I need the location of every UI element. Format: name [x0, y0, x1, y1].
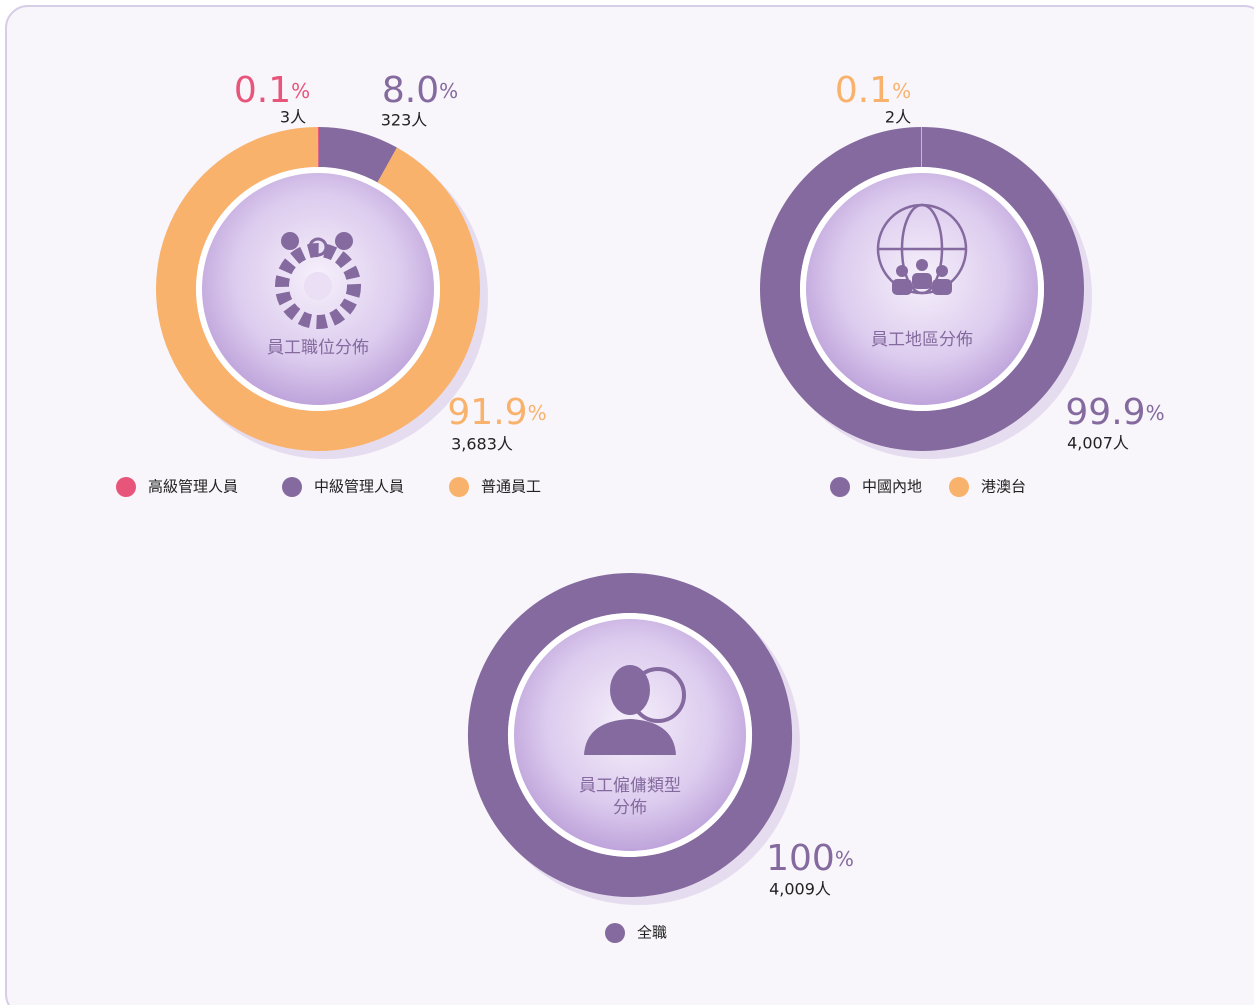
icon [936, 265, 948, 277]
donut-chart [759, 127, 1092, 459]
percent-value: 0.1 [234, 70, 291, 111]
donut-segment [318, 127, 320, 168]
percent-label: 99.9% [1065, 392, 1164, 433]
center-title: 員工職位分佈 [267, 338, 369, 358]
donut-segment [318, 127, 397, 183]
icon [932, 279, 952, 295]
percent-unit: % [1146, 401, 1165, 425]
count-label: 2人 [885, 108, 911, 127]
legend-marker [282, 477, 302, 497]
count-label: 3人 [280, 108, 306, 127]
icon [308, 237, 328, 257]
icon [335, 232, 353, 250]
percent-label: 91.9% [447, 392, 546, 433]
icon [281, 232, 299, 250]
percent-label: 0.1% [234, 70, 310, 111]
legend-label: 普通員工 [481, 478, 541, 496]
donut-chart [155, 127, 488, 459]
icon [584, 719, 676, 755]
legend-marker [949, 477, 969, 497]
percent-label: 0.1% [835, 70, 911, 111]
percent-value: 91.9 [447, 392, 527, 433]
percent-label: 100% [766, 838, 854, 879]
percent-unit: % [892, 79, 911, 103]
icon [304, 272, 332, 300]
percent-label: 8.0% [382, 70, 458, 111]
percent-value: 0.1 [835, 70, 892, 111]
legend-label: 全職 [637, 924, 667, 942]
center-title: 員工地區分佈 [871, 330, 973, 350]
percent-unit: % [439, 79, 458, 103]
percent-unit: % [291, 79, 310, 103]
legend-label: 高級管理人員 [148, 478, 238, 496]
percent-unit: % [528, 401, 547, 425]
center-title: 分佈 [613, 798, 647, 818]
count-label: 323人 [381, 111, 428, 130]
icon [912, 273, 932, 289]
percent-value: 99.9 [1065, 392, 1145, 433]
count-label: 4,007人 [1067, 434, 1129, 453]
icon [896, 265, 908, 277]
legend-label: 中級管理人員 [314, 478, 404, 496]
legend-marker [449, 477, 469, 497]
count-label: 4,009人 [769, 880, 831, 899]
percent-unit: % [835, 847, 854, 871]
legend-marker [605, 923, 625, 943]
percent-value: 8.0 [382, 70, 439, 111]
legend-marker [830, 477, 850, 497]
icon [610, 665, 650, 715]
count-label: 3,683人 [451, 435, 513, 454]
percent-value: 100 [766, 838, 835, 879]
icon [892, 279, 912, 295]
legend-label: 中國內地 [862, 478, 922, 496]
donut-segment [920, 127, 922, 168]
donut-chart [467, 572, 800, 905]
icon [275, 243, 361, 329]
legend-marker [116, 477, 136, 497]
icon [916, 259, 928, 271]
legend-label: 港澳台 [981, 478, 1026, 496]
center-title: 員工僱傭類型 [579, 776, 681, 796]
